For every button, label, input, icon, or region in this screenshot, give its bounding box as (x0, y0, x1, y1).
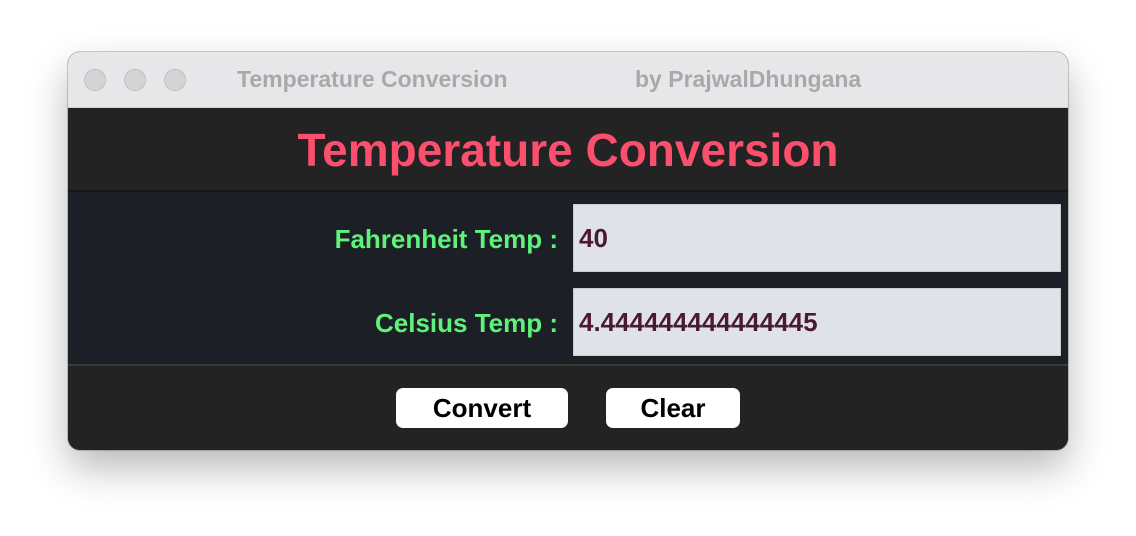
button-panel: Convert Clear (68, 366, 1068, 450)
header-panel: Temperature Conversion (68, 108, 1068, 192)
window-author: by PrajwalDhungana (635, 66, 862, 92)
celsius-label: Celsius Temp : (374, 308, 558, 338)
fahrenheit-label: Fahrenheit Temp : (334, 224, 558, 254)
page-title: Temperature Conversion (297, 124, 839, 176)
app-window: Temperature Conversion by PrajwalDhungan… (68, 52, 1068, 450)
window-zoom-button[interactable] (164, 69, 186, 91)
window-titlebar[interactable]: Temperature Conversion by PrajwalDhungan… (68, 52, 1068, 108)
celsius-input[interactable] (573, 288, 1061, 356)
window-close-button[interactable] (84, 69, 106, 91)
form-panel: Fahrenheit Temp : Celsius Temp : (68, 192, 1068, 366)
convert-button[interactable]: Convert (396, 388, 568, 428)
clear-button[interactable]: Clear (606, 388, 740, 428)
fahrenheit-input[interactable] (573, 204, 1061, 272)
window-minimize-button[interactable] (124, 69, 146, 91)
window-title: Temperature Conversion (237, 66, 508, 92)
